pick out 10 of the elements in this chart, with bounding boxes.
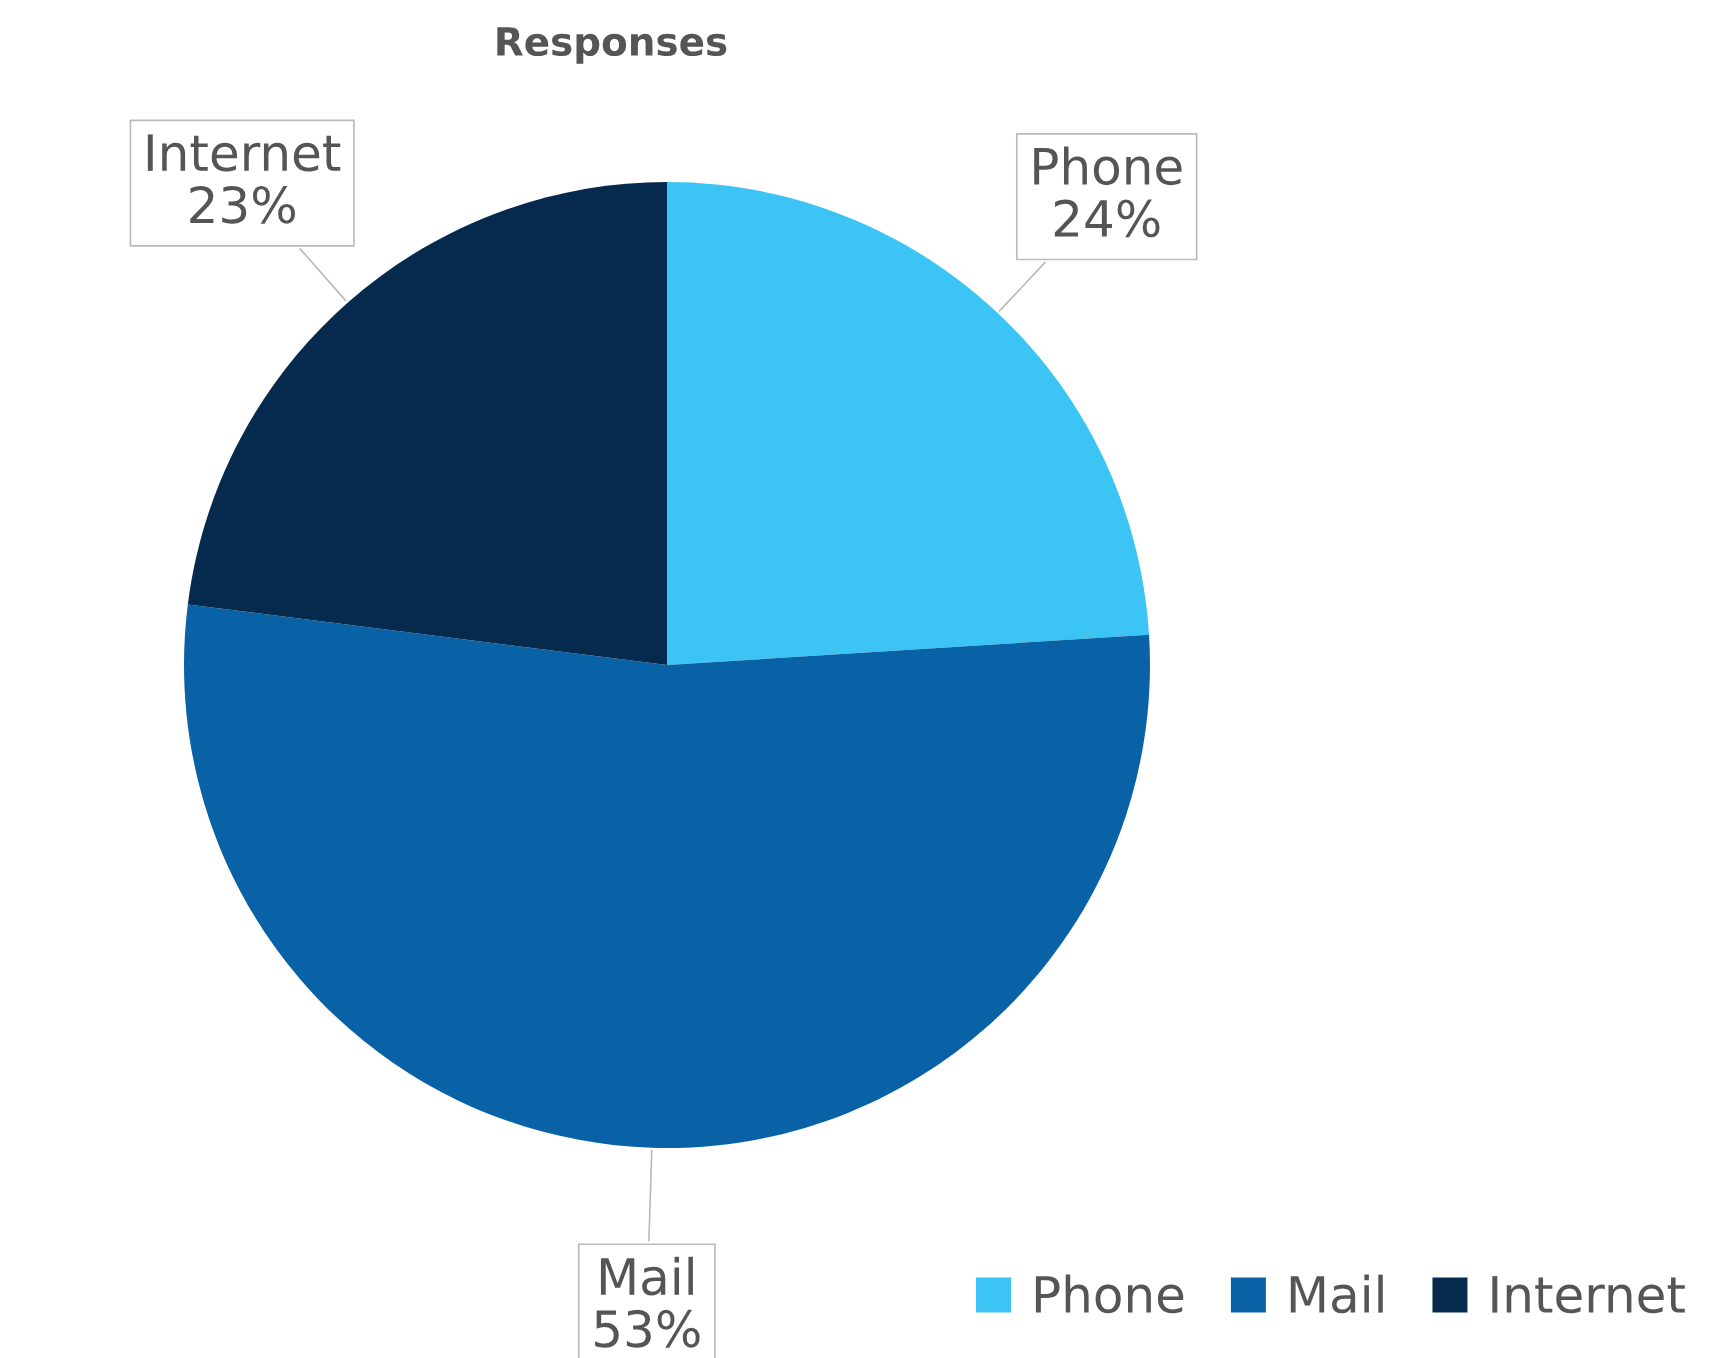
data-label: 24%: [1054, 199, 1160, 238]
legend-label: Mail: [1290, 1274, 1383, 1314]
data-label: 23%: [190, 185, 295, 224]
slice-label: Internet: [147, 134, 341, 172]
data-label: 53%: [595, 1309, 700, 1348]
slice-label: Phone: [1034, 146, 1182, 186]
legend-label: Phone: [1035, 1274, 1184, 1314]
legend-label: Internet: [1492, 1276, 1685, 1314]
chart-title: Responses: [497, 27, 727, 64]
slice-label: Mail: [600, 1256, 693, 1296]
